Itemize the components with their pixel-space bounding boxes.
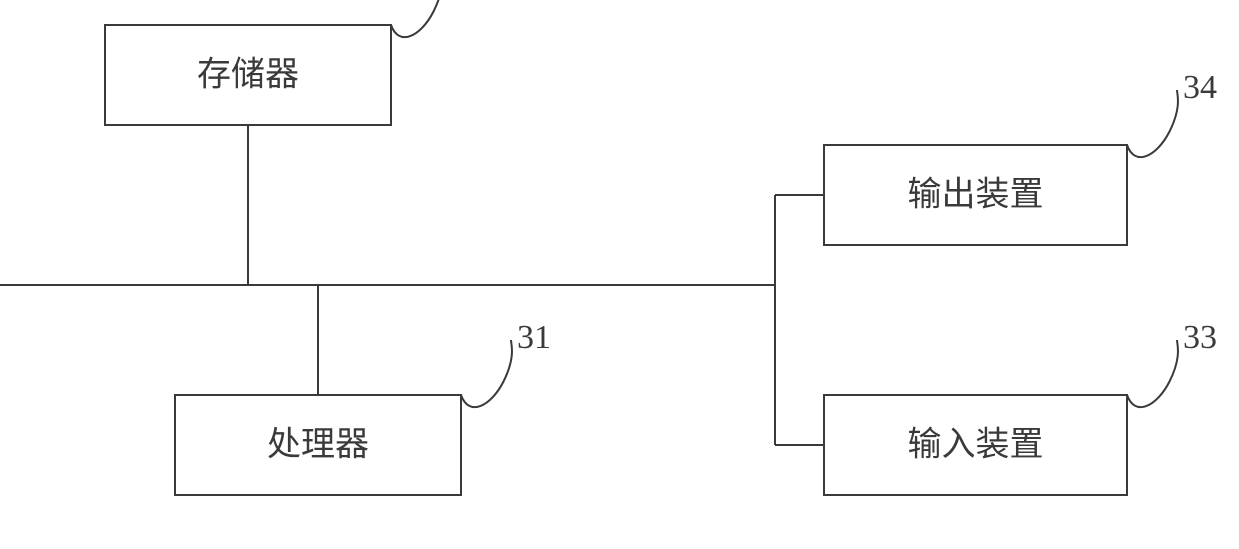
node-label-storage: 存储器 [197,56,299,94]
callout-curve-input [1127,340,1178,407]
block-diagram: 存储器32处理器31输出装置34输入装置33 [0,0,1239,549]
callout-curve-output [1127,90,1178,157]
node-label-processor: 处理器 [267,427,369,464]
callout-curve-processor [461,340,512,407]
node-label-input: 输入装置 [908,426,1044,464]
callout-num-output: 34 [1183,69,1217,106]
node-label-output: 输出装置 [908,176,1044,214]
callout-num-input: 33 [1183,319,1217,356]
callout-num-processor: 31 [517,319,551,356]
callout-curve-storage [391,0,442,37]
